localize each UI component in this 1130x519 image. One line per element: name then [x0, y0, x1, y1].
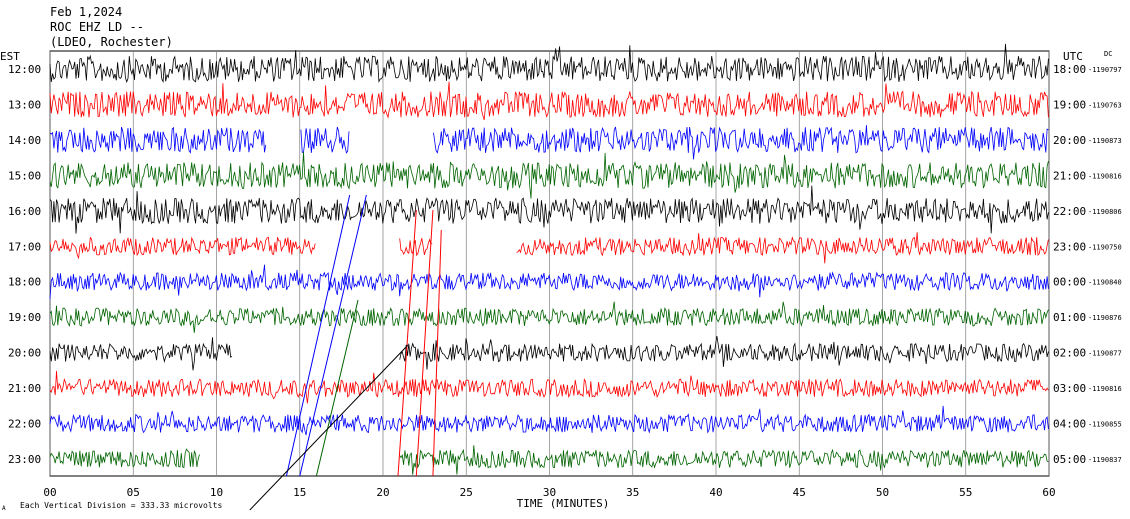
x-tick-label: 20: [376, 486, 389, 499]
utc-hour-label: 00:00: [1053, 276, 1086, 289]
header-station: ROC EHZ LD --: [50, 20, 144, 34]
dc-offset-label: -1190750: [1088, 243, 1122, 251]
utc-hour-label: 01:00: [1053, 311, 1086, 324]
est-label: EST: [0, 50, 20, 63]
dc-offset-label: -1190797: [1088, 66, 1122, 74]
seismic-trace-2: [49, 81, 1049, 121]
utc-hour-label: 02:00: [1053, 347, 1086, 360]
event-line: [397, 209, 417, 477]
utc-hour-label: 22:00: [1053, 205, 1086, 218]
scale-note: Each Vertical Division = 333.33 microvol…: [20, 501, 222, 510]
trace-layer: [49, 43, 1049, 475]
event-line: [415, 209, 434, 477]
dc-offset-label: -1190840: [1088, 279, 1122, 287]
est-hour-label: 19:00: [8, 311, 41, 324]
seismic-trace-6: [49, 232, 1049, 264]
est-hour-label: 17:00: [8, 240, 41, 253]
utc-hour-label: 19:00: [1053, 98, 1086, 111]
utc-hour-label: 23:00: [1053, 240, 1086, 253]
utc-hour-label: 21:00: [1053, 169, 1086, 182]
x-tick-label: 00: [43, 486, 56, 499]
seismic-trace-3: [49, 125, 1049, 160]
x-tick-label: 50: [876, 486, 889, 499]
dc-offset-label: -1190816: [1088, 385, 1122, 393]
utc-hour-label: 05:00: [1053, 453, 1086, 466]
dc-offset-label: -1190837: [1088, 456, 1122, 464]
event-line: [432, 229, 442, 477]
grid-lines: [49, 50, 1050, 477]
dc-offset-label: -1190806: [1088, 208, 1122, 216]
utc-hour-label: 04:00: [1053, 418, 1086, 431]
header-date: Feb 1,2024: [50, 5, 122, 19]
x-tick-label: 35: [626, 486, 639, 499]
seismic-trace-10: [49, 370, 1049, 404]
x-tick-label: 55: [959, 486, 972, 499]
utc-hour-label: 18:00: [1053, 63, 1086, 76]
seismic-trace-5: [49, 185, 1049, 234]
est-hour-label: 14:00: [8, 134, 41, 147]
est-hour-label: 23:00: [8, 453, 41, 466]
event-line: [285, 194, 351, 477]
dc-offset-label: -1190876: [1088, 314, 1122, 322]
est-hour-label: 12:00: [8, 63, 41, 76]
est-hour-label: 15:00: [8, 169, 41, 182]
x-tick-label: 25: [460, 486, 473, 499]
dc-label: DC: [1104, 50, 1112, 58]
x-tick-label: 45: [793, 486, 806, 499]
dc-offset-label: -1190877: [1088, 350, 1122, 358]
seismic-trace-9: [49, 336, 1049, 371]
x-tick-label: 60: [1042, 486, 1055, 499]
utc-hour-label: 03:00: [1053, 382, 1086, 395]
seismic-trace-4: [49, 151, 1049, 199]
est-hour-label: 22:00: [8, 418, 41, 431]
corner-mark: A: [2, 505, 6, 512]
x-tick-label: 15: [293, 486, 306, 499]
seismic-trace-8: [49, 301, 1049, 333]
seismic-trace-12: [49, 445, 1049, 475]
est-hour-label: 18:00: [8, 276, 41, 289]
event-line: [315, 299, 359, 477]
event-lines: [249, 194, 442, 511]
est-hour-label: 21:00: [8, 382, 41, 395]
dc-offset-label: -1190855: [1088, 421, 1122, 429]
event-line: [299, 194, 367, 477]
est-hour-label: 20:00: [8, 347, 41, 360]
x-axis-label: TIME (MINUTES): [517, 497, 610, 510]
dc-offset-label: -1190763: [1088, 101, 1122, 109]
seismic-trace-1: [49, 43, 1049, 84]
utc-hour-label: 20:00: [1053, 134, 1086, 147]
seismic-trace-7: [49, 264, 1049, 300]
x-axis-ticks: 00 05 10 15 20 25 30 35 40 45 50 55 60: [43, 486, 1055, 499]
event-line: [249, 344, 409, 511]
seismic-trace-11: [49, 405, 1049, 436]
x-tick-label: 40: [709, 486, 722, 499]
x-tick-label: 10: [210, 486, 223, 499]
est-hour-label: 13:00: [8, 98, 41, 111]
x-tick-label: 05: [127, 486, 140, 499]
x-tick-label: 30: [543, 486, 556, 499]
dc-offset-label: -1190873: [1088, 137, 1122, 145]
dc-offset-label: -1190816: [1088, 172, 1122, 180]
est-hour-label: 16:00: [8, 205, 41, 218]
header-location: (LDEO, Rochester): [50, 35, 173, 49]
utc-label: UTC: [1063, 50, 1083, 63]
